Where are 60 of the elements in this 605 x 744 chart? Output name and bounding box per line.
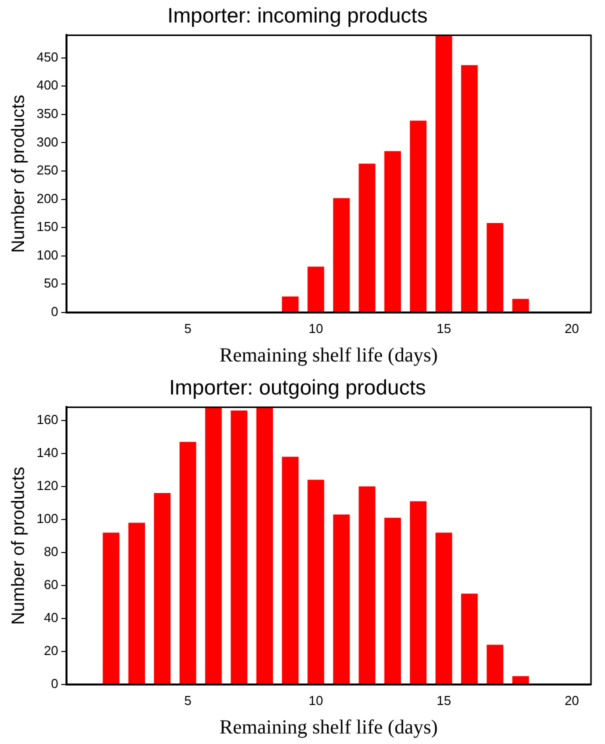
x-tick-label: 15 bbox=[436, 692, 452, 708]
x-axis-title: Remaining shelf life (days) bbox=[220, 344, 438, 366]
y-axis-title: Number of products bbox=[8, 94, 28, 253]
bar bbox=[333, 198, 350, 312]
bar bbox=[436, 532, 452, 684]
bar bbox=[358, 486, 376, 684]
bar bbox=[180, 442, 196, 684]
bar bbox=[102, 532, 120, 684]
x-tick-label: 20 bbox=[564, 320, 580, 336]
bar bbox=[282, 296, 299, 312]
bar bbox=[486, 644, 504, 684]
chart-title: Importer: incoming products bbox=[167, 4, 428, 28]
y-tick-label: 160 bbox=[36, 412, 58, 427]
bar bbox=[154, 493, 171, 684]
y-tick-label: 350 bbox=[36, 106, 58, 121]
bar bbox=[205, 407, 222, 684]
y-tick-label: 250 bbox=[36, 162, 58, 178]
y-tick-label: 80 bbox=[44, 544, 58, 559]
bar bbox=[486, 223, 504, 312]
y-tick-label: 140 bbox=[36, 444, 58, 460]
chart-title: Importer: outgoing products bbox=[169, 376, 426, 400]
bar bbox=[512, 298, 529, 312]
bar bbox=[436, 35, 452, 312]
y-tick-label: 40 bbox=[44, 610, 58, 625]
bar bbox=[384, 151, 401, 312]
bar bbox=[410, 501, 427, 684]
bar bbox=[308, 266, 324, 312]
bar bbox=[230, 410, 248, 684]
x-tick-label: 10 bbox=[308, 320, 324, 336]
bar bbox=[358, 164, 376, 312]
bar bbox=[333, 514, 350, 684]
bar bbox=[410, 120, 427, 312]
x-tick-label: 5 bbox=[184, 320, 192, 336]
x-axis-title: Remaining shelf life (days) bbox=[220, 716, 438, 738]
y-tick-label: 60 bbox=[44, 576, 58, 592]
y-tick-label: 100 bbox=[36, 510, 58, 526]
bar bbox=[512, 676, 529, 684]
y-tick-label: 200 bbox=[36, 190, 58, 206]
bar bbox=[461, 65, 478, 312]
bar bbox=[256, 407, 273, 684]
y-tick-label: 0 bbox=[51, 304, 58, 319]
y-tick-label: 100 bbox=[36, 247, 58, 262]
y-tick-label: 20 bbox=[44, 642, 58, 658]
y-tick-label: 120 bbox=[36, 478, 58, 493]
y-tick-label: 50 bbox=[44, 276, 58, 291]
y-tick-label: 150 bbox=[36, 219, 58, 234]
y-axis-title: Number of products bbox=[8, 466, 28, 625]
bar bbox=[128, 522, 145, 684]
y-tick-label: 450 bbox=[36, 49, 58, 64]
x-tick-label: 10 bbox=[308, 692, 324, 708]
bar bbox=[282, 456, 299, 684]
x-tick-label: 20 bbox=[564, 692, 580, 708]
bar bbox=[308, 480, 324, 684]
y-tick-label: 300 bbox=[36, 134, 58, 150]
y-tick-label: 400 bbox=[36, 78, 58, 93]
bar bbox=[384, 518, 401, 684]
y-tick-label: 0 bbox=[51, 676, 58, 691]
x-tick-label: 5 bbox=[184, 692, 192, 708]
bar bbox=[461, 594, 478, 684]
x-tick-label: 15 bbox=[436, 320, 452, 336]
